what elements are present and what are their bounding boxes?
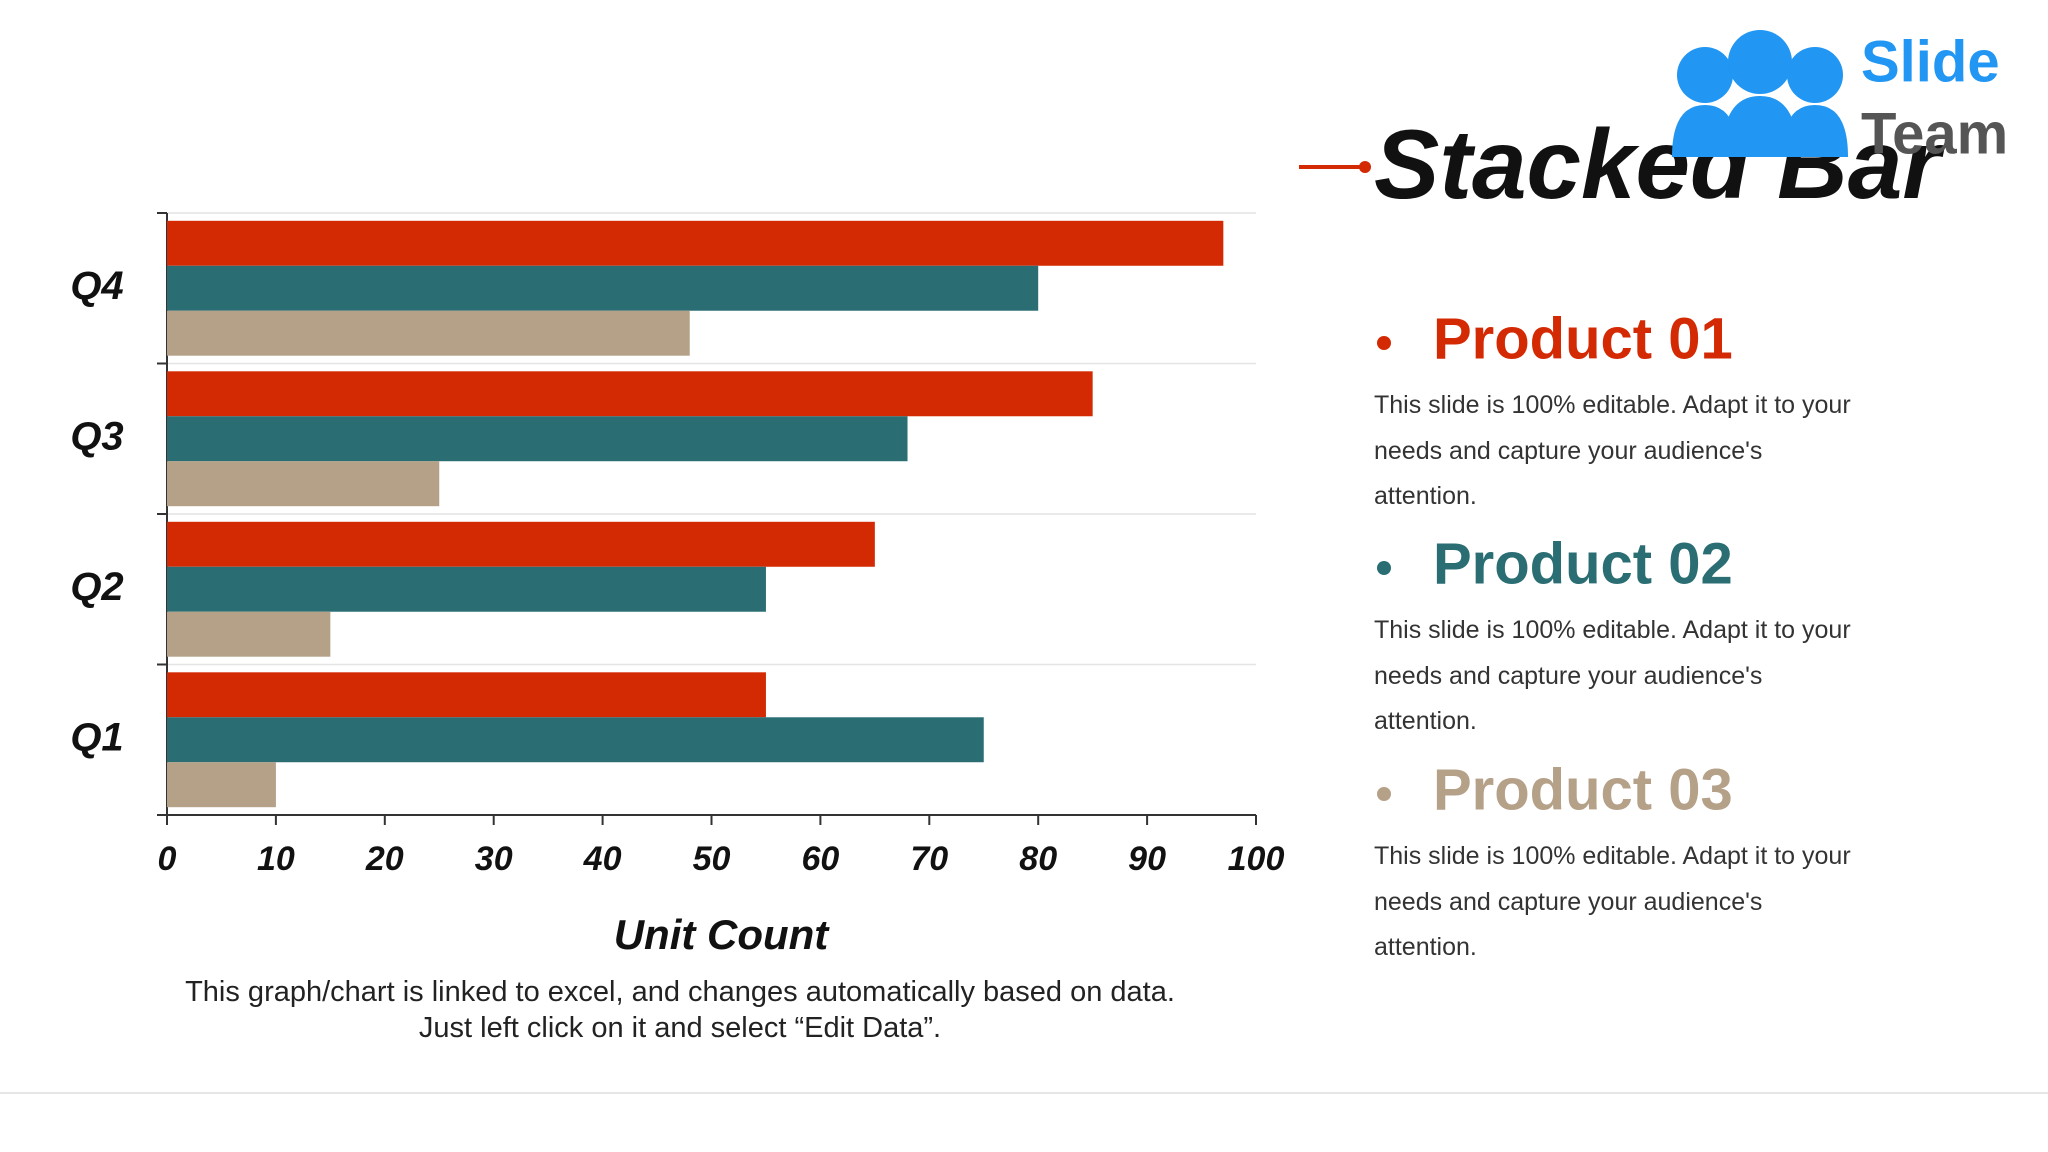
legend-description: This slide is 100% editable. Adapt it to…	[1374, 391, 1851, 510]
bar	[167, 717, 984, 763]
x-axis-title: Unit Count	[614, 911, 831, 958]
legend-bullet	[1377, 336, 1391, 350]
y-tick-label: Q2	[70, 565, 123, 609]
bar	[167, 371, 1093, 417]
logo-text: Team	[1861, 101, 2008, 166]
logo-icon	[1672, 96, 1848, 157]
x-tick-label: 30	[475, 840, 513, 878]
bar	[167, 762, 276, 808]
bar	[167, 611, 331, 657]
x-tick-label: 20	[365, 840, 404, 878]
y-tick-label: Q1	[70, 715, 123, 759]
x-tick-label: 40	[583, 840, 622, 878]
logo-icon	[1787, 47, 1843, 103]
x-tick-label: 0	[158, 840, 177, 878]
logo: Slide Team	[1672, 29, 2008, 166]
bar	[167, 461, 440, 507]
legend-bullet	[1377, 787, 1391, 801]
title-pointer-dot	[1359, 161, 1371, 173]
logo-icon	[1728, 30, 1792, 94]
x-tick-label: 90	[1128, 840, 1166, 878]
bar	[167, 310, 690, 356]
x-tick-label: 80	[1019, 840, 1057, 878]
legend-bullet	[1377, 561, 1391, 575]
bar	[167, 672, 766, 718]
bar	[167, 265, 1039, 311]
legend-entry: Product 03	[1433, 757, 1733, 822]
legend-description: This slide is 100% editable. Adapt it to…	[1374, 616, 1851, 735]
bar	[167, 416, 908, 462]
bar	[167, 521, 875, 567]
legend-entry: Product 01	[1433, 306, 1733, 371]
x-tick-label: 70	[910, 840, 948, 878]
logo-icon	[1677, 47, 1733, 103]
x-tick-label: 10	[257, 840, 295, 878]
x-tick-label: 60	[801, 840, 839, 878]
logo-text: Slide	[1861, 29, 2000, 94]
x-tick-label: 50	[693, 840, 731, 878]
chart-note: This graph/chart is linked to excel, and…	[185, 976, 1175, 1044]
bar	[167, 220, 1224, 266]
chart-title: Stacked Bar	[1374, 109, 1945, 219]
bar	[167, 566, 766, 612]
legend-entry: Product 02	[1433, 531, 1733, 596]
y-tick-label: Q3	[70, 414, 123, 458]
y-tick-label: Q4	[70, 264, 123, 308]
x-tick-label: 100	[1228, 840, 1285, 878]
legend-description: This slide is 100% editable. Adapt it to…	[1374, 842, 1851, 961]
